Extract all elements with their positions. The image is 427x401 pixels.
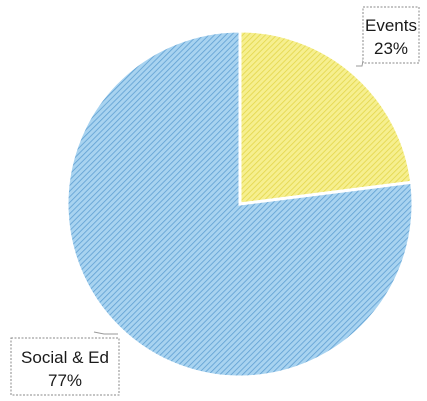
events-label-percent: 23% <box>374 39 408 58</box>
social-ed-leader-line <box>93 331 118 335</box>
pie-slices <box>65 29 415 379</box>
social-ed-label-name: Social & Ed <box>21 348 109 367</box>
data-label-events: Events 23% <box>362 6 420 64</box>
data-label-social-ed: Social & Ed 77% <box>10 337 120 396</box>
events-label-name: Events <box>365 16 417 35</box>
social-ed-label-percent: 77% <box>48 371 82 390</box>
pie-slice-events <box>238 29 414 206</box>
pie-slice-social-ed <box>65 29 415 379</box>
